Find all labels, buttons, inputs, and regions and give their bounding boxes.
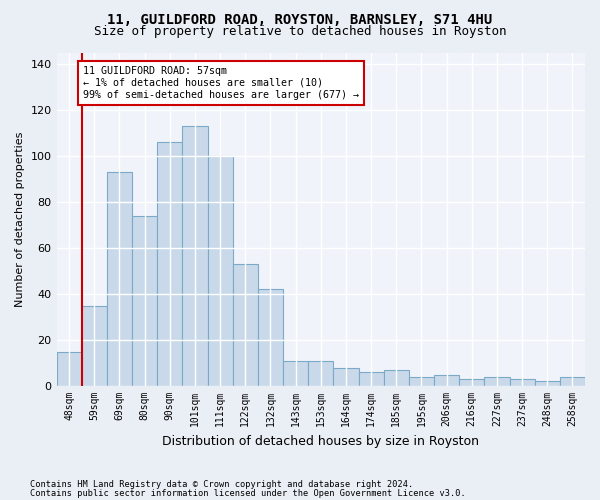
Bar bbox=[484, 377, 509, 386]
Bar bbox=[82, 306, 107, 386]
Bar bbox=[132, 216, 157, 386]
Y-axis label: Number of detached properties: Number of detached properties bbox=[15, 132, 25, 307]
Text: Contains public sector information licensed under the Open Government Licence v3: Contains public sector information licen… bbox=[30, 488, 466, 498]
Bar bbox=[258, 290, 283, 386]
Text: 11 GUILDFORD ROAD: 57sqm
← 1% of detached houses are smaller (10)
99% of semi-de: 11 GUILDFORD ROAD: 57sqm ← 1% of detache… bbox=[83, 66, 359, 100]
Text: 11, GUILDFORD ROAD, ROYSTON, BARNSLEY, S71 4HU: 11, GUILDFORD ROAD, ROYSTON, BARNSLEY, S… bbox=[107, 12, 493, 26]
Bar bbox=[459, 379, 484, 386]
Bar bbox=[509, 379, 535, 386]
Bar bbox=[283, 361, 308, 386]
Text: Contains HM Land Registry data © Crown copyright and database right 2024.: Contains HM Land Registry data © Crown c… bbox=[30, 480, 413, 489]
Bar bbox=[157, 142, 182, 386]
Bar bbox=[535, 382, 560, 386]
Bar bbox=[434, 374, 459, 386]
Bar bbox=[208, 156, 233, 386]
Bar bbox=[334, 368, 359, 386]
Bar bbox=[359, 372, 383, 386]
Bar bbox=[409, 377, 434, 386]
Bar bbox=[308, 361, 334, 386]
Bar bbox=[107, 172, 132, 386]
Bar bbox=[56, 352, 82, 386]
Text: Size of property relative to detached houses in Royston: Size of property relative to detached ho… bbox=[94, 25, 506, 38]
Bar bbox=[233, 264, 258, 386]
X-axis label: Distribution of detached houses by size in Royston: Distribution of detached houses by size … bbox=[162, 434, 479, 448]
Bar bbox=[560, 377, 585, 386]
Bar bbox=[383, 370, 409, 386]
Bar bbox=[182, 126, 208, 386]
